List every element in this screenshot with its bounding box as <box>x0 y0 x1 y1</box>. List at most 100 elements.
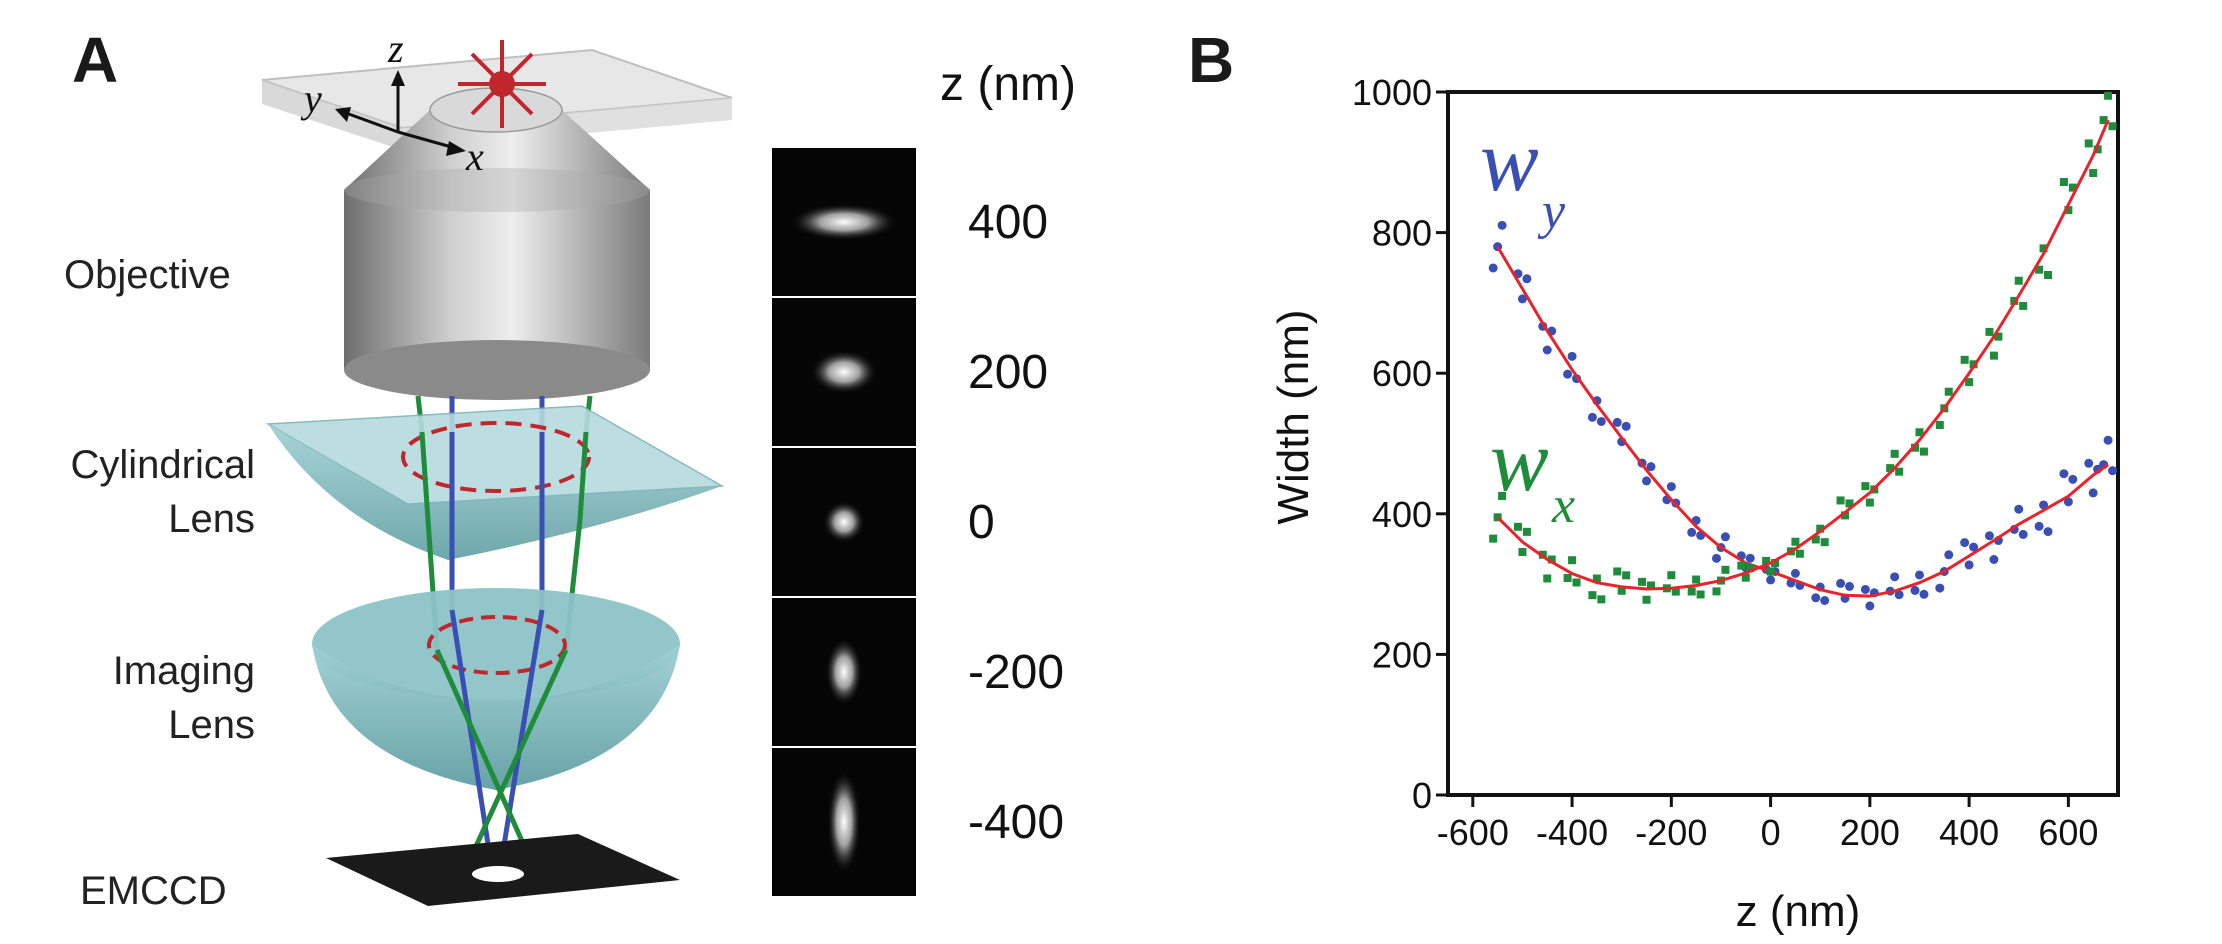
wy-point <box>1621 421 1631 431</box>
wx-point <box>1836 496 1845 505</box>
axis-y-label: y <box>300 76 322 121</box>
psf-z-label: -200 <box>968 646 1064 699</box>
psf-strip-header: z (nm) <box>940 58 1076 111</box>
wx-point <box>1746 564 1755 573</box>
wy-point <box>1865 601 1875 611</box>
wy-point <box>1563 369 1573 379</box>
wx-point <box>1692 575 1701 584</box>
wx-point <box>1816 524 1825 533</box>
psf-spot <box>827 769 861 875</box>
wx-point <box>1890 449 1899 458</box>
wy-point <box>1919 589 1929 599</box>
wx-point <box>1737 561 1746 570</box>
label-cylindrical: Cylindrical <box>71 443 256 487</box>
wy-point <box>1836 578 1846 588</box>
wx-point <box>1597 595 1606 604</box>
wx-point <box>1965 378 1974 387</box>
y-tick-label: 200 <box>1372 634 1432 675</box>
panel-b-letter: B <box>1188 24 1234 96</box>
wy-point <box>2088 488 2098 498</box>
wy-point <box>1910 585 1920 595</box>
wx-point <box>1911 443 1920 452</box>
wx-point <box>1617 586 1626 595</box>
wy-point <box>1894 590 1904 600</box>
axis-x-label: x <box>465 134 484 179</box>
y-tick-label: 400 <box>1372 494 1432 535</box>
wx-point <box>1886 464 1895 473</box>
wy-point <box>2068 474 2078 484</box>
wx-point <box>1563 574 1572 583</box>
x-tick-label: 200 <box>1840 812 1900 853</box>
x-tick-label: 0 <box>1761 812 1781 853</box>
wx-point <box>1543 574 1552 583</box>
wx-point <box>2068 183 2077 192</box>
wy-point <box>1989 554 1999 564</box>
wy-point <box>1666 482 1676 492</box>
wx-point <box>2039 244 2048 253</box>
width-vs-z-plot: -600 -400 -200 0 200 400 600 0 200 400 600 800 1000 <box>1352 72 2120 853</box>
wx-point <box>1622 571 1631 580</box>
imaging-lens <box>312 588 680 790</box>
wx-point <box>1845 499 1854 508</box>
wy-point <box>1720 532 1730 542</box>
wx-point <box>1696 590 1705 599</box>
wy-point <box>2063 497 2073 507</box>
wy-point <box>2084 458 2094 468</box>
wy-point <box>1517 294 1527 304</box>
wy-point <box>1944 550 1954 560</box>
wx-point <box>1895 467 1904 476</box>
wx-point <box>1960 355 1969 364</box>
wy-point <box>2039 500 2049 510</box>
wx-point <box>2089 169 2098 178</box>
wx-point <box>1811 535 1820 544</box>
wx-point <box>1994 332 2003 341</box>
wx-point <box>2064 206 2073 215</box>
wx-label-sub: x <box>1551 477 1575 534</box>
objective-lens <box>344 87 650 400</box>
wx-point <box>1741 573 1750 582</box>
wx-point <box>1592 574 1601 583</box>
wy-point <box>1596 416 1606 426</box>
wx-point <box>2014 276 2023 285</box>
wy-point <box>1687 527 1697 537</box>
wx-point <box>2104 91 2113 100</box>
wx-point <box>1865 498 1874 507</box>
wx-point <box>2035 265 2044 274</box>
psf-spot <box>822 500 866 544</box>
wy-point <box>1646 462 1656 472</box>
wx-point <box>2019 301 2028 310</box>
wx-point <box>1588 591 1597 600</box>
psf-spot <box>810 349 878 395</box>
label-imaging-lens: Lens <box>168 703 255 747</box>
wy-label-sub: y <box>1537 183 1566 240</box>
rays-lower <box>434 609 569 871</box>
wy-point <box>1766 575 1776 585</box>
series-label-wx: w x <box>1490 413 1575 534</box>
wy-point <box>1969 542 1979 552</box>
panel-a-letter: A <box>72 24 118 96</box>
wy-point <box>2014 504 2024 514</box>
wx-point <box>1513 522 1522 531</box>
wx-point <box>2084 139 2093 148</box>
label-emccd: EMCCD <box>80 869 227 913</box>
x-tick-label: 600 <box>2038 812 2098 853</box>
label-objective: Objective <box>64 253 231 297</box>
x-tick-label: 400 <box>1939 812 1999 853</box>
label-cylindrical-lens: Lens <box>168 497 255 541</box>
wy-point <box>1820 596 1830 606</box>
wx-point <box>1646 581 1655 590</box>
wx-point <box>1841 511 1850 520</box>
x-tick-label: -200 <box>1635 812 1707 853</box>
wx-point <box>1568 556 1577 565</box>
wy-point <box>2103 435 2113 445</box>
y-tick-label: 800 <box>1372 213 1432 254</box>
wy-point <box>2018 529 2028 539</box>
psf-z-label: 400 <box>968 196 1048 249</box>
wy-point <box>1914 570 1924 580</box>
wx-point <box>1989 351 1998 360</box>
y-tick-label: 0 <box>1412 775 1432 816</box>
wx-point <box>2059 177 2068 186</box>
wx-point <box>1762 556 1771 565</box>
wy-point <box>2108 466 2118 476</box>
wx-point <box>1667 571 1676 580</box>
